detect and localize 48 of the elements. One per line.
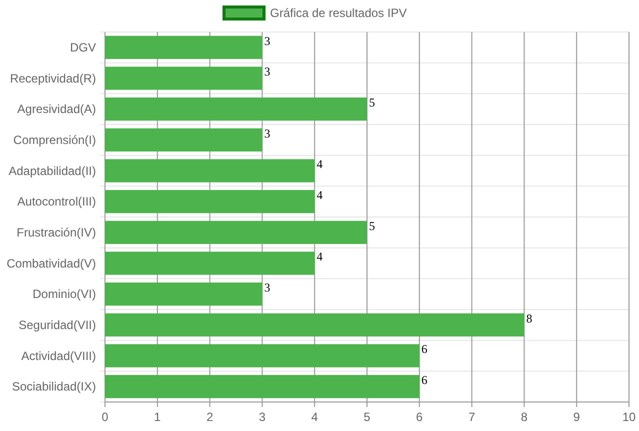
x-tick-label: 2 — [206, 410, 214, 424]
bar — [105, 98, 367, 121]
y-tick-label: Comprensión(I) — [13, 132, 96, 147]
data-label: 4 — [316, 250, 323, 264]
x-tick-label: 7 — [468, 410, 476, 424]
x-tick-label: 6 — [416, 410, 424, 424]
x-tick-label: 5 — [364, 410, 371, 424]
y-tick-label: Sociabilidad(IX) — [12, 380, 96, 394]
data-label: 3 — [264, 34, 270, 48]
y-tick-label: Receptividad(R) — [10, 71, 96, 86]
x-tick-label: 9 — [573, 410, 580, 424]
bar — [105, 282, 262, 306]
bar — [105, 375, 420, 398]
y-tick-label: Combatividad(V) — [6, 256, 96, 270]
data-label: 6 — [421, 342, 428, 356]
x-tick-label: 1 — [154, 410, 162, 424]
x-tick-label: 4 — [311, 410, 318, 424]
bar — [105, 220, 367, 244]
y-tick-label: Frustración(IV) — [16, 225, 96, 240]
bar — [105, 313, 524, 336]
legend-label: Gráfica de resultados IPV — [270, 6, 407, 20]
bar — [105, 128, 262, 152]
y-tick-label: Autocontrol(III) — [17, 194, 96, 209]
data-label: 5 — [369, 96, 375, 110]
x-tick-label: 3 — [258, 410, 266, 424]
bar — [105, 190, 315, 214]
data-label: 4 — [316, 188, 323, 202]
x-tick-label: 10 — [622, 410, 636, 424]
data-label: 3 — [264, 280, 270, 295]
data-label: 3 — [264, 126, 270, 140]
y-tick-label: Adaptabilidad(II) — [8, 164, 96, 178]
bar — [105, 66, 262, 90]
data-label: 8 — [526, 311, 532, 326]
x-tick-label: 0 — [102, 410, 109, 424]
x-tick-label: 8 — [520, 410, 528, 424]
bar — [105, 252, 315, 275]
data-label: 4 — [316, 157, 323, 172]
y-tick-label: Agresividad(A) — [17, 102, 96, 116]
y-tick-label: Dominio(VI) — [32, 287, 96, 302]
data-label: 3 — [264, 64, 270, 79]
bar — [105, 344, 420, 368]
data-label: 5 — [369, 218, 375, 233]
bar — [105, 159, 315, 182]
y-tick-label: Actividad(VIII) — [21, 348, 96, 363]
data-label: 6 — [421, 373, 428, 388]
y-tick-label: Seguridad(VII) — [18, 318, 96, 332]
bar — [105, 36, 262, 59]
y-tick-label: DGV — [70, 40, 96, 54]
